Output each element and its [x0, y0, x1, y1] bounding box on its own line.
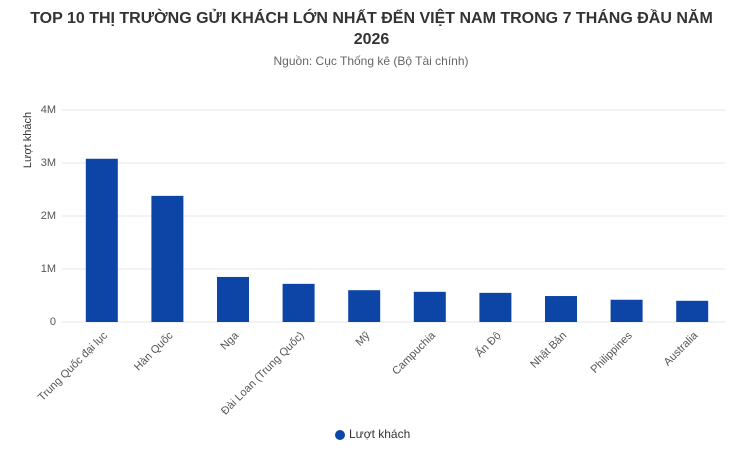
legend-label: Lượt khách	[349, 427, 410, 441]
bar	[545, 296, 577, 322]
bar	[348, 290, 381, 322]
y-tick-label: 1M	[41, 263, 56, 275]
bar	[217, 276, 249, 322]
y-tick-label: 2M	[41, 210, 56, 222]
y-axis-label: Lượt khách	[22, 112, 34, 168]
y-tick-label: 4M	[41, 104, 56, 116]
legend-marker	[335, 430, 345, 440]
bar	[676, 300, 709, 322]
bar	[610, 299, 643, 322]
x-tick-label: Australia	[662, 329, 701, 368]
x-tick-label: Philippines	[589, 329, 635, 375]
bar	[282, 283, 315, 322]
chart-subtitle: Nguồn: Cục Thống kê (Bộ Tài chính)	[274, 54, 469, 68]
x-tick-label: Hàn Quốc	[132, 329, 176, 373]
x-tick-label: Nhật Bản	[528, 330, 569, 371]
bar	[85, 158, 118, 322]
bar	[479, 292, 512, 322]
bar	[151, 195, 184, 322]
bar	[413, 291, 446, 322]
chart-title: TOP 10 THỊ TRƯỜNG GỬI KHÁCH LỚN NHẤT ĐẾN…	[30, 10, 713, 48]
x-tick-label: Trung Quốc đại lục	[36, 329, 110, 403]
x-tick-label: Ấn Độ	[473, 329, 504, 360]
y-tick-label: 3M	[41, 157, 56, 169]
x-tick-label: Nga	[218, 329, 241, 352]
y-tick-label: 0	[50, 316, 56, 328]
x-tick-label: Campuchia	[390, 329, 438, 377]
x-tick-label: Mỹ	[354, 329, 373, 348]
